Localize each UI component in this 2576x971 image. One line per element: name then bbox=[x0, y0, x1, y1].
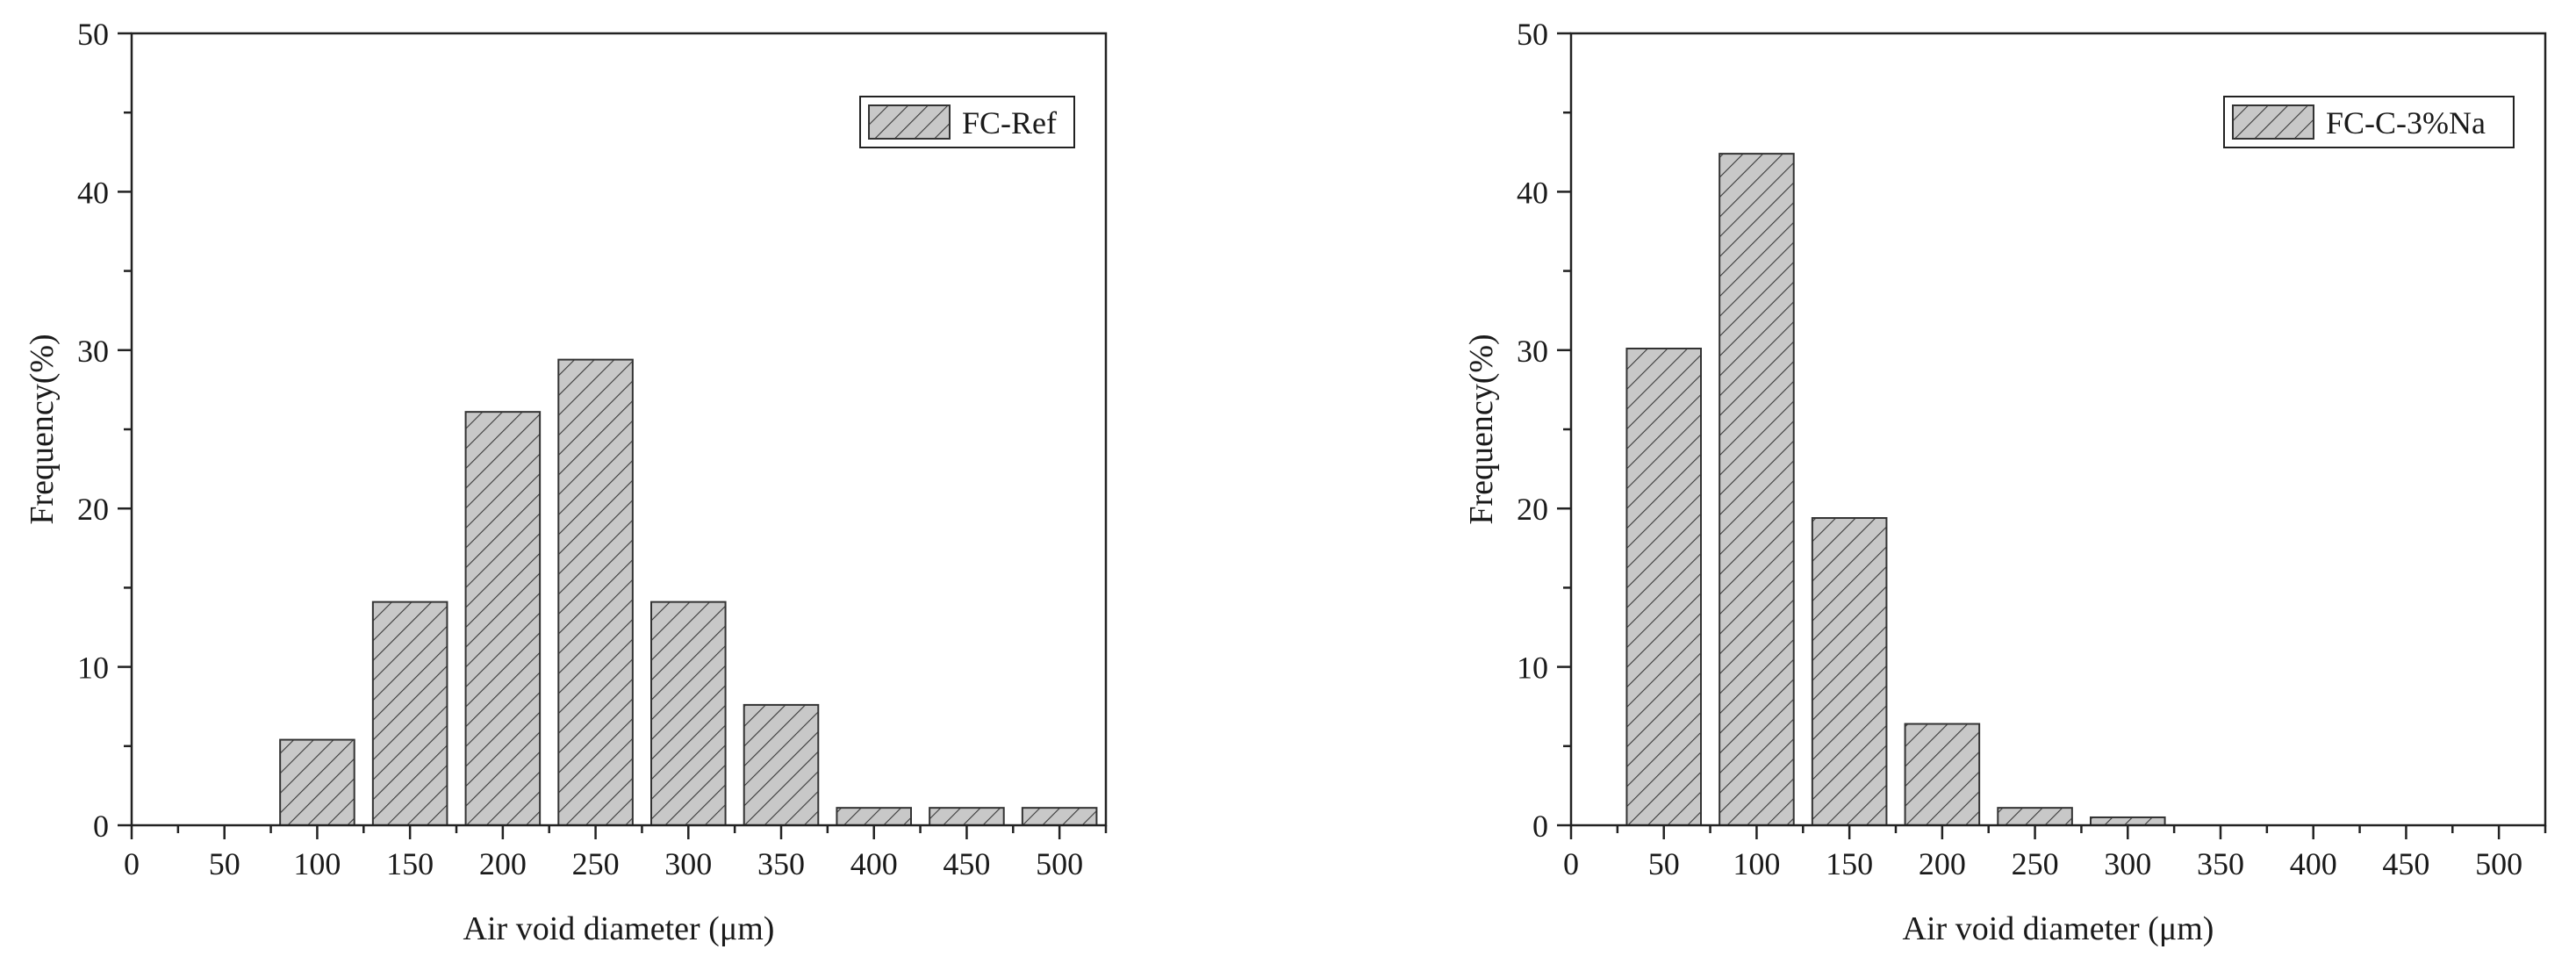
x-tick-label: 300 bbox=[2104, 846, 2151, 881]
x-tick-label: 100 bbox=[293, 846, 341, 881]
x-tick-label: 500 bbox=[2475, 846, 2522, 881]
y-axis-title: Frequency(%) bbox=[1463, 334, 1500, 524]
x-tick-label: 400 bbox=[850, 846, 898, 881]
legend: FC-C-3%Na bbox=[2223, 96, 2515, 148]
x-tick-label: 450 bbox=[2382, 846, 2429, 881]
legend-label: FC-Ref bbox=[962, 105, 1057, 140]
bar bbox=[371, 601, 448, 826]
bar bbox=[1811, 517, 1888, 826]
bar bbox=[929, 807, 1005, 827]
y-tick-label: 50 bbox=[77, 17, 109, 52]
legend: FC-Ref bbox=[859, 96, 1075, 148]
y-tick-label: 40 bbox=[77, 175, 109, 210]
bar bbox=[650, 601, 727, 826]
bar bbox=[464, 411, 542, 826]
bar bbox=[1719, 153, 1795, 826]
y-tick-label: 20 bbox=[1517, 492, 1548, 527]
x-tick-label: 400 bbox=[2290, 846, 2337, 881]
x-tick-label: 150 bbox=[1826, 846, 1873, 881]
x-tick-label: 100 bbox=[1733, 846, 1780, 881]
x-tick-label: 450 bbox=[943, 846, 990, 881]
y-tick-label: 0 bbox=[1532, 809, 1548, 844]
y-tick-label: 50 bbox=[1517, 17, 1548, 52]
bar bbox=[279, 738, 355, 826]
x-tick-label: 0 bbox=[1563, 846, 1579, 881]
bar bbox=[1021, 807, 1098, 827]
y-tick-label: 10 bbox=[1517, 651, 1548, 686]
bar bbox=[836, 807, 913, 827]
x-axis-title: Air void diameter (μm) bbox=[463, 910, 775, 947]
x-tick-label: 50 bbox=[1648, 846, 1680, 881]
bar bbox=[1904, 723, 1981, 827]
x-tick-label: 350 bbox=[2197, 846, 2244, 881]
x-axis-title: Air void diameter (μm) bbox=[1903, 910, 2214, 947]
x-tick-label: 250 bbox=[2012, 846, 2059, 881]
y-axis-title: Frequency(%) bbox=[24, 334, 61, 524]
y-tick-label: 0 bbox=[93, 809, 109, 844]
bar bbox=[557, 358, 634, 826]
x-tick-label: 500 bbox=[1036, 846, 1083, 881]
y-tick-label: 10 bbox=[77, 651, 109, 686]
x-tick-label: 50 bbox=[209, 846, 240, 881]
bar bbox=[1625, 347, 1702, 827]
legend-swatch bbox=[2232, 104, 2314, 140]
y-tick-label: 40 bbox=[1517, 175, 1548, 210]
x-tick-label: 150 bbox=[386, 846, 434, 881]
x-tick-label: 350 bbox=[757, 846, 805, 881]
bar bbox=[2090, 816, 2166, 826]
plot-frame bbox=[1569, 32, 2547, 827]
x-tick-label: 0 bbox=[124, 846, 140, 881]
x-tick-label: 200 bbox=[1919, 846, 1966, 881]
x-tick-label: 250 bbox=[572, 846, 620, 881]
y-tick-label: 30 bbox=[1517, 334, 1548, 369]
x-tick-label: 200 bbox=[479, 846, 527, 881]
bar bbox=[743, 703, 820, 826]
bar bbox=[1997, 807, 2073, 827]
x-tick-label: 300 bbox=[664, 846, 712, 881]
y-tick-label: 30 bbox=[77, 334, 109, 369]
y-tick-label: 20 bbox=[77, 492, 109, 527]
legend-swatch bbox=[868, 104, 951, 140]
legend-label: FC-C-3%Na bbox=[2326, 105, 2486, 140]
